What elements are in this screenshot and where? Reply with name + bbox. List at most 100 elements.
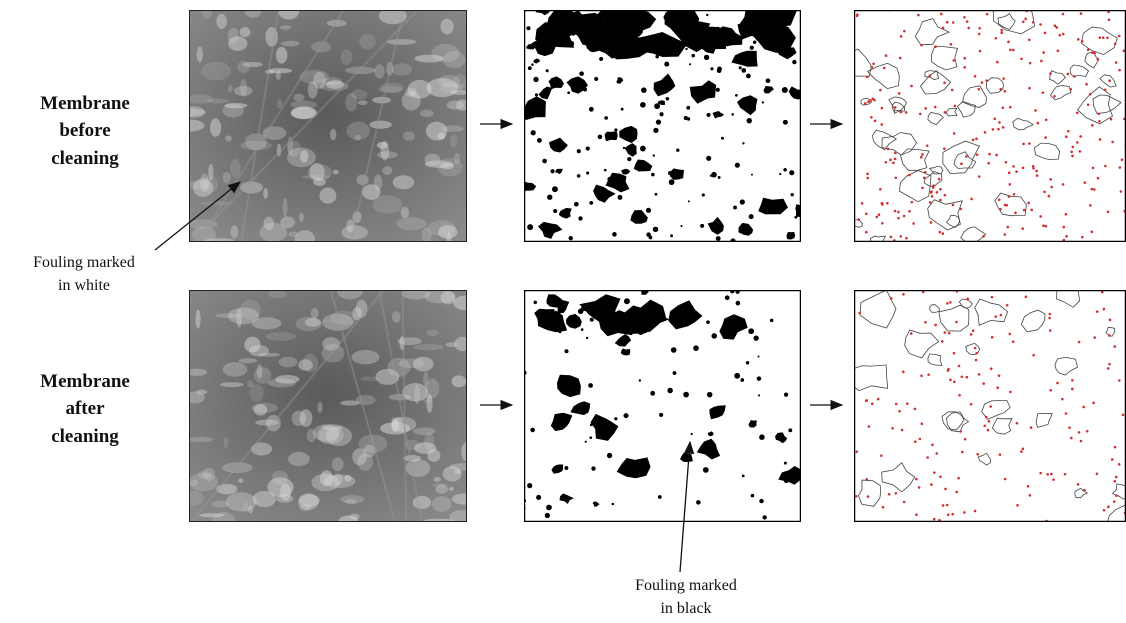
centroid: [1071, 155, 1074, 158]
centroid: [1081, 40, 1084, 43]
texture: [190, 480, 198, 486]
centroid: [926, 456, 929, 459]
texture: [381, 141, 390, 161]
centroid: [881, 107, 884, 110]
centroid: [974, 347, 977, 350]
centroid: [1083, 489, 1086, 492]
centroid: [855, 450, 858, 453]
centroid: [965, 155, 968, 158]
centroid: [987, 162, 990, 165]
texture: [351, 89, 367, 100]
centroid: [934, 106, 937, 109]
centroid: [1022, 143, 1025, 146]
texture: [396, 217, 427, 230]
fouling-dot: [655, 55, 659, 59]
centroid: [895, 403, 898, 406]
centroid: [960, 162, 963, 165]
fouling-dot: [696, 500, 701, 505]
fouling-dot: [716, 88, 720, 92]
centroid: [855, 495, 858, 498]
centroid: [1114, 446, 1117, 449]
fouling-dot: [676, 149, 679, 152]
texture: [223, 362, 248, 377]
centroid: [1078, 341, 1081, 344]
centroid: [887, 148, 890, 151]
fouling-dot: [553, 209, 557, 213]
fouling-dot: [623, 413, 628, 418]
centroid: [1085, 83, 1088, 86]
texture: [202, 4, 213, 19]
image-bg: [524, 290, 801, 522]
centroid: [999, 208, 1002, 211]
centroid: [963, 16, 966, 19]
centroid: [902, 293, 905, 296]
fouling-spot: [670, 168, 684, 180]
fouling-dot: [792, 60, 796, 64]
texture: [392, 311, 401, 323]
centroid: [1008, 195, 1011, 198]
texture: [442, 125, 464, 132]
centroid: [898, 92, 901, 95]
centroid: [972, 139, 975, 142]
fouling-dot: [614, 128, 617, 131]
fouling-dot: [663, 83, 668, 88]
texture: [288, 452, 310, 466]
fouling-dot: [794, 216, 797, 219]
texture: [427, 449, 440, 462]
centroid: [978, 175, 981, 178]
centroid: [958, 365, 961, 368]
texture: [231, 225, 239, 238]
texture: [322, 337, 340, 350]
centroid: [1118, 35, 1121, 38]
centroid: [1022, 21, 1025, 24]
centroid: [974, 510, 977, 513]
fouling-dot: [783, 120, 788, 125]
centroid: [1108, 363, 1111, 366]
fouling-dot: [646, 208, 651, 213]
centroid: [861, 202, 864, 205]
centroid: [1118, 379, 1121, 382]
centroid: [986, 13, 989, 16]
centroid: [1062, 226, 1065, 229]
centroid: [924, 171, 927, 174]
centroid: [1065, 412, 1068, 415]
centroid: [1009, 333, 1012, 336]
centroid: [1052, 478, 1055, 481]
centroid: [1061, 398, 1064, 401]
texture: [228, 308, 259, 325]
fouling-dot: [618, 195, 623, 200]
fouling-dot: [746, 74, 751, 79]
centroid: [1050, 473, 1053, 476]
texture: [308, 164, 332, 181]
centroid: [999, 88, 1002, 91]
centroid: [1000, 31, 1003, 34]
centroid: [1104, 165, 1107, 168]
centroid: [933, 471, 936, 474]
centroid: [865, 231, 868, 234]
fouling-dot: [545, 513, 550, 518]
fouling-dot: [581, 328, 584, 331]
centroid: [1032, 165, 1035, 168]
centroid: [943, 331, 946, 334]
fouling-dot: [691, 54, 695, 58]
centroid: [864, 102, 867, 105]
centroid: [998, 374, 1001, 377]
texture: [340, 400, 359, 405]
texture: [358, 100, 368, 105]
fouling-dot: [713, 91, 715, 93]
centroid: [930, 191, 933, 194]
fouling-dot: [658, 495, 662, 499]
fouling-dot: [692, 29, 697, 34]
fouling-dot: [748, 328, 754, 334]
centroid: [1096, 473, 1099, 476]
centroid: [932, 186, 935, 189]
centroid: [939, 231, 942, 234]
centroid: [1053, 95, 1056, 98]
centroid: [1070, 437, 1073, 440]
centroid: [1096, 310, 1099, 313]
centroid: [946, 302, 949, 305]
centroid: [1012, 340, 1015, 343]
centroid: [938, 178, 941, 181]
fouling-dot: [586, 172, 589, 175]
fouling-dot: [659, 112, 663, 116]
